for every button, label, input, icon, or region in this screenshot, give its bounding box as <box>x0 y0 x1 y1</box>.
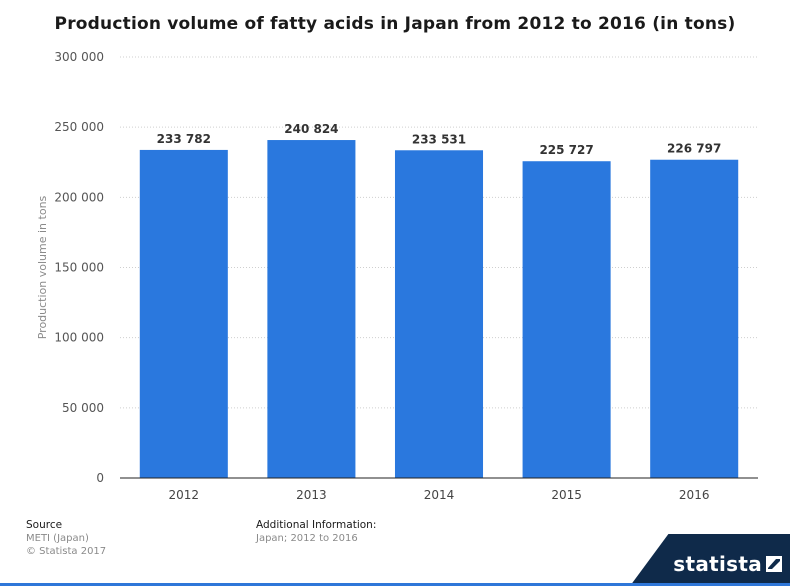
brand-accent-line <box>0 583 790 586</box>
chart-title: Production volume of fatty acids in Japa… <box>54 14 736 34</box>
bar-chart: 0 50 000 100 000 150 000 200 000 250 000 300 0… <box>36 50 758 502</box>
info-line: Japan; 2012 to 2016 <box>256 533 358 544</box>
source-line: METI (Japan) <box>26 533 89 544</box>
x-tick-label: 2014 <box>424 488 455 502</box>
x-axis-ticks: 2012 2013 2014 2015 2016 <box>169 488 710 502</box>
y-tick-label: 0 <box>96 471 104 485</box>
additional-info-block: Additional Information: Japan; 2012 to 2… <box>256 519 376 545</box>
x-tick-label: 2016 <box>679 488 710 502</box>
value-label: 225 727 <box>539 143 593 157</box>
y-tick-label: 150 000 <box>54 261 104 275</box>
x-tick-label: 2015 <box>551 488 582 502</box>
y-tick-label: 300 000 <box>54 50 104 64</box>
source-block: Source METI (Japan) © Statista 2017 <box>26 519 106 558</box>
x-tick-label: 2012 <box>169 488 200 502</box>
copyright-line: © Statista 2017 <box>26 546 107 557</box>
bars <box>139 140 739 479</box>
y-tick-label: 200 000 <box>54 190 104 204</box>
bar-2012 <box>139 149 228 478</box>
y-axis-title: Production volume in tons <box>36 195 49 339</box>
bar-2016 <box>650 159 739 478</box>
source-heading: Source <box>26 519 63 531</box>
value-label: 226 797 <box>667 142 721 156</box>
value-label: 233 531 <box>412 132 466 146</box>
y-tick-label: 250 000 <box>54 120 104 134</box>
value-labels: 233 782 240 824 233 531 225 727 226 797 <box>157 122 722 157</box>
y-axis-ticks: 0 50 000 100 000 150 000 200 000 250 000 300 0… <box>54 50 104 485</box>
info-heading: Additional Information: <box>256 519 377 531</box>
statista-logo-icon <box>766 556 782 572</box>
statista-logo-text: statista <box>673 552 762 576</box>
x-tick-label: 2013 <box>296 488 327 502</box>
value-label: 233 782 <box>157 132 211 146</box>
bar-2013 <box>267 140 356 479</box>
y-tick-label: 50 000 <box>62 401 104 415</box>
bar-2015 <box>522 161 611 478</box>
bar-2014 <box>394 150 484 478</box>
y-tick-label: 100 000 <box>54 331 104 345</box>
value-label: 240 824 <box>284 122 338 136</box>
